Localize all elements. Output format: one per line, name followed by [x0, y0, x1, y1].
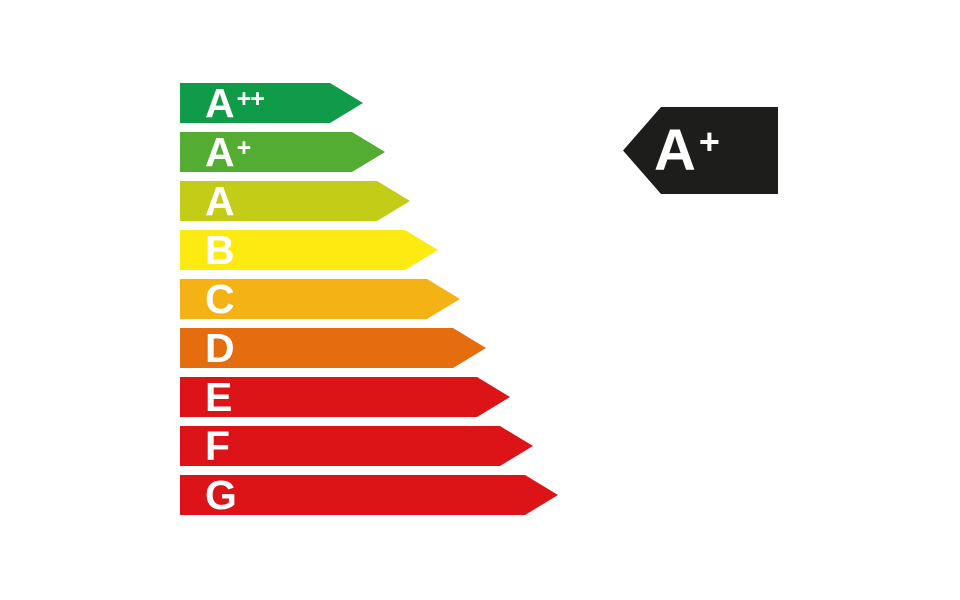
rating-badge-label: A+ — [623, 120, 720, 180]
rating-badge-superscript: + — [698, 120, 720, 162]
efficiency-bar-superscript-a-plus: + — [236, 133, 251, 162]
efficiency-bar-letter-a-plus-plus: A — [205, 79, 235, 126]
efficiency-bar-a: A — [180, 181, 410, 221]
efficiency-bar-superscript-a-plus-plus: ++ — [236, 84, 264, 113]
efficiency-bar-f: F — [180, 426, 533, 466]
efficiency-bar-g: G — [180, 475, 558, 515]
efficiency-bar-a-plus: A+ — [180, 132, 385, 172]
efficiency-bar-letter-b: B — [205, 226, 235, 273]
efficiency-bar-a-plus-plus: A++ — [180, 83, 363, 123]
efficiency-bar-e: E — [180, 377, 510, 417]
efficiency-bar-letter-c: C — [205, 275, 235, 322]
efficiency-bar-letter-a: A — [205, 177, 235, 224]
efficiency-bar-letter-g: G — [205, 471, 237, 518]
efficiency-bar-letter-d: D — [205, 324, 235, 371]
efficiency-bar-d: D — [180, 328, 486, 368]
efficiency-bar-letter-f: F — [205, 422, 231, 469]
efficiency-bar-letter-e: E — [205, 373, 233, 420]
rating-badge-arrow: A+ — [623, 107, 778, 194]
efficiency-bar-letter-a-plus: A — [205, 128, 235, 175]
efficiency-bar-b: B — [180, 230, 438, 270]
rating-badge-grade: A — [654, 117, 696, 183]
efficiency-bar-c: C — [180, 279, 460, 319]
